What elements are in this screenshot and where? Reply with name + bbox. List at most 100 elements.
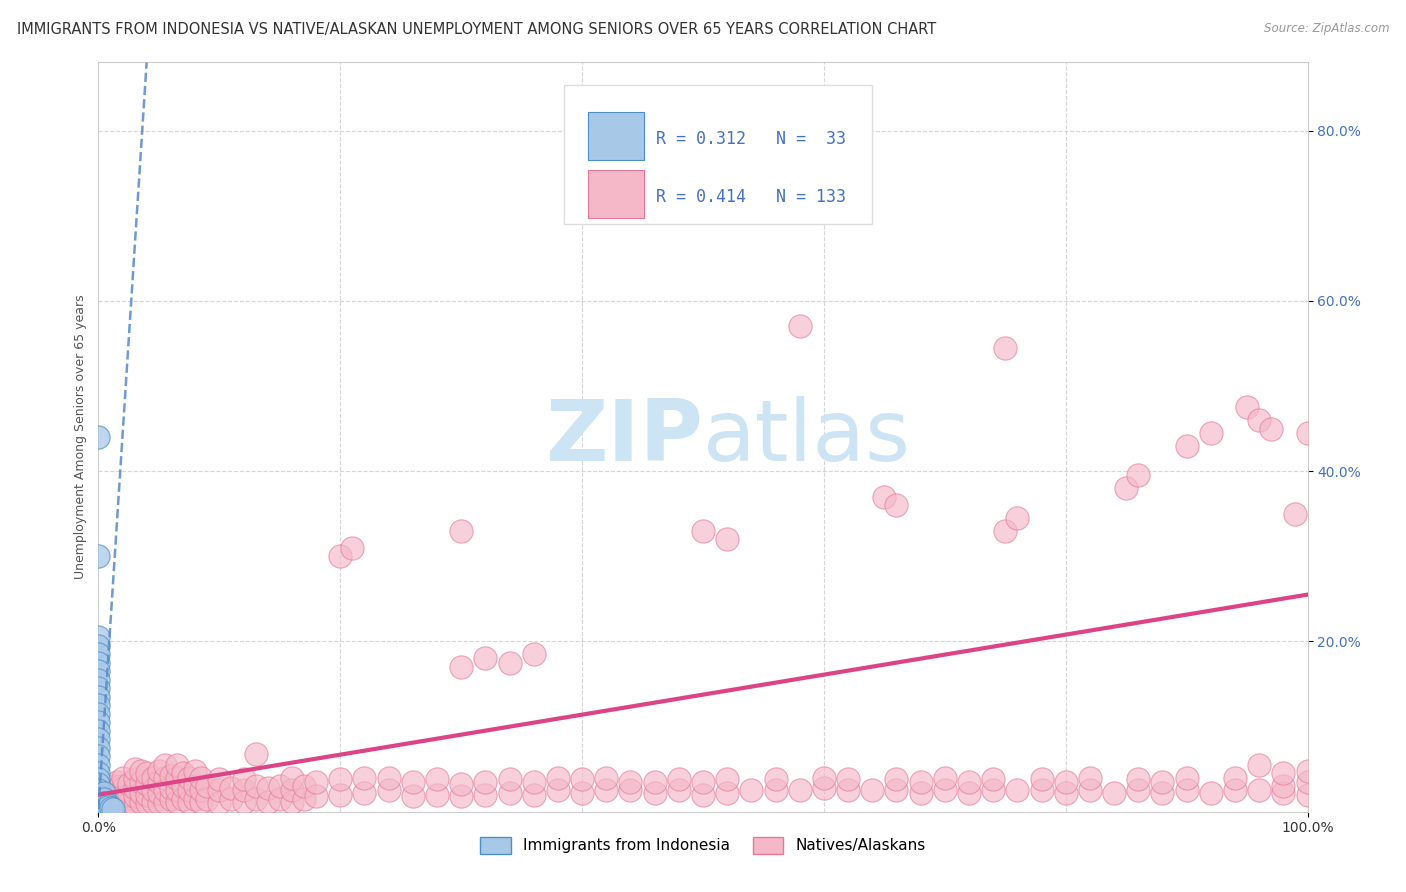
Point [124,780,146,795]
Point [101,796,124,810]
Point [87,430,110,444]
Point [523,788,546,802]
Point [873,490,896,504]
Point [523,647,546,661]
Point [256,795,278,809]
Point [281,783,304,797]
Point [474,775,496,789]
Point [269,779,291,793]
Point [208,796,231,810]
Point [1175,783,1198,797]
Point [97,797,120,812]
Point [97,788,120,802]
Point [292,792,315,806]
Point [93,792,115,806]
Point [101,779,124,793]
Point [129,795,152,809]
Point [87,740,110,755]
Point [105,800,128,814]
Point [184,764,207,778]
Point [269,792,291,806]
Point [1115,481,1137,495]
Point [353,771,375,785]
Point [886,783,908,797]
Point [142,795,165,809]
Point [190,771,212,785]
Point [118,788,141,802]
Point [837,783,859,797]
Point [450,524,472,538]
Point [166,771,188,785]
Point [934,783,956,797]
Point [111,771,134,785]
Point [813,771,835,785]
Point [93,786,115,800]
Point [1249,783,1271,797]
Point [740,783,762,797]
Point [153,771,176,785]
Point [108,788,131,802]
Point [135,766,157,780]
Point [97,797,120,812]
Point [148,786,170,800]
Point [281,771,304,785]
Point [957,786,980,800]
Point [124,772,146,787]
Point [118,777,141,791]
Point [87,630,110,644]
Point [184,792,207,806]
Point [153,758,176,772]
Point [208,772,231,787]
Point [1031,772,1053,787]
Point [765,783,787,797]
Point [148,775,170,789]
Point [105,775,128,789]
Point [1296,764,1319,778]
Point [994,524,1017,538]
Point [160,769,183,783]
Point [450,660,472,674]
Point [100,792,122,806]
Point [1272,786,1295,800]
Point [101,788,124,802]
Point [329,788,352,802]
Point [934,771,956,785]
Point [87,789,110,804]
Point [87,549,110,564]
Point [87,789,110,804]
Point [619,783,641,797]
Point [87,795,110,809]
Point [166,795,188,809]
Point [111,797,134,812]
Point [245,779,267,793]
Point [184,779,207,793]
Point [813,780,835,795]
Point [87,715,110,730]
Point [402,775,425,789]
Text: atlas: atlas [703,395,911,479]
Point [87,690,110,704]
Point [595,783,617,797]
Point [105,783,128,797]
Point [329,549,352,564]
Point [1272,779,1295,793]
Point [886,498,908,512]
Point [1054,775,1077,789]
Point [118,796,141,810]
Point [342,541,364,555]
Point [994,341,1017,355]
Point [474,788,496,802]
Point [256,780,278,795]
Point [353,786,375,800]
Point [1102,786,1125,800]
Text: IMMIGRANTS FROM INDONESIA VS NATIVE/ALASKAN UNEMPLOYMENT AMONG SENIORS OVER 65 Y: IMMIGRANTS FROM INDONESIA VS NATIVE/ALAS… [17,22,936,37]
Point [195,779,218,793]
Point [101,802,124,816]
Point [981,783,1004,797]
Point [716,772,738,787]
Y-axis label: Unemployment Among Seniors over 65 years: Unemployment Among Seniors over 65 years [75,294,87,580]
Point [221,792,243,806]
Point [1152,786,1174,800]
Point [87,656,110,670]
Point [1284,507,1306,521]
